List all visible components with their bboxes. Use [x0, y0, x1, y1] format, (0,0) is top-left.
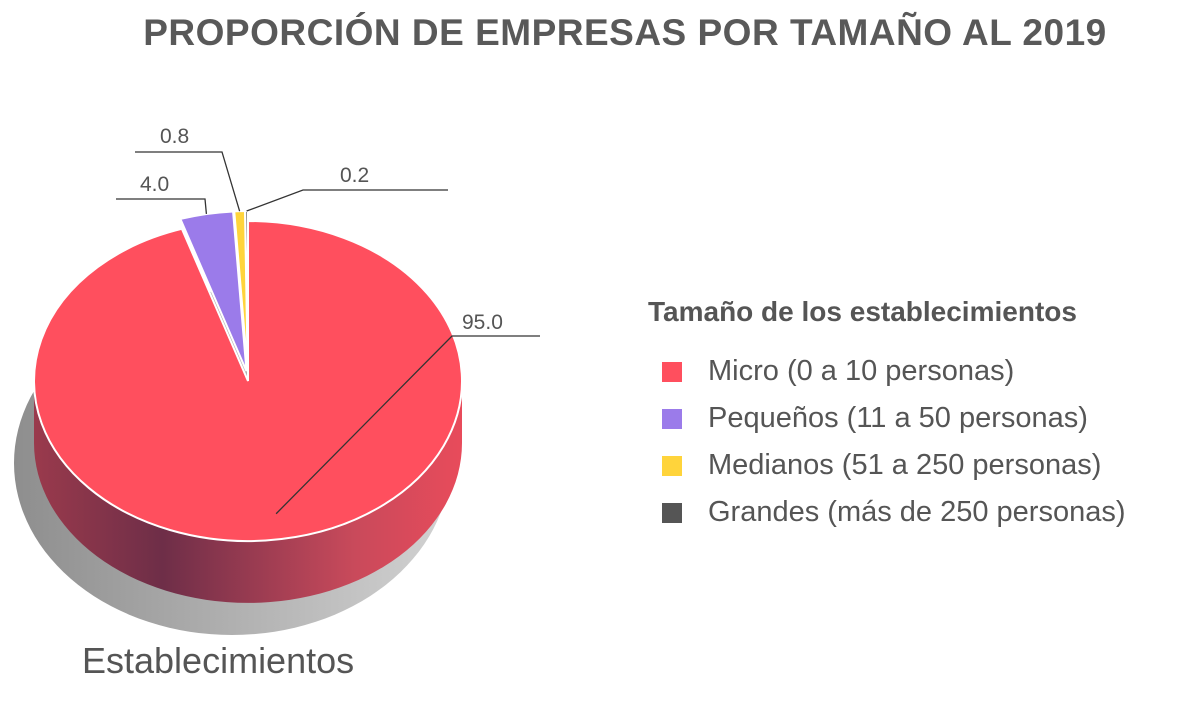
legend-label: Medianos (51 a 250 personas)	[708, 449, 1102, 481]
chart-title: PROPORCIÓN DE EMPRESAS POR TAMAÑO AL 201…	[143, 12, 1107, 53]
pie-side-wall	[34, 381, 462, 603]
pie-caption: Establecimientos	[82, 640, 355, 681]
leader-line-grandes	[246, 189, 448, 212]
leader-line-micro	[275, 335, 540, 515]
data-label-pequenos: 4.0	[140, 173, 169, 196]
leader-line-medianos	[135, 151, 241, 212]
legend-swatch	[662, 408, 682, 429]
leader-line-pequenos	[116, 198, 208, 215]
data-label-medianos: 0.8	[160, 125, 189, 148]
pie-slice-micro	[33, 219, 463, 542]
data-label-grandes: 0.2	[340, 164, 369, 187]
legend-title: Tamaño de los establecimientos	[648, 296, 1077, 327]
pie-slice-pequenos	[178, 210, 248, 372]
legend-item-micro: Micro (0 a 10 personas)	[648, 348, 1126, 395]
pie-labels: 95.0 4.0 0.8 0.2	[116, 125, 540, 515]
legend-label: Micro (0 a 10 personas)	[708, 355, 1015, 387]
legend-item-grandes: Grandes (más de 250 personas)	[648, 489, 1126, 536]
legend-label: Pequeños (11 a 50 personas)	[708, 402, 1088, 434]
legend-item-medianos: Medianos (51 a 250 personas)	[648, 442, 1126, 489]
legend-label: Grandes (más de 250 personas)	[708, 496, 1126, 528]
legend-item-pequenos: Pequeños (11 a 50 personas)	[648, 395, 1126, 442]
legend-swatch	[662, 455, 682, 476]
pie-top	[33, 210, 463, 542]
legend-swatch	[662, 361, 682, 382]
legend-swatch	[662, 502, 682, 523]
legend-items: Micro (0 a 10 personas) Pequeños (11 a 50…	[648, 348, 1126, 536]
legend: Tamaño de los establecimientos Micro (0 …	[648, 296, 1126, 536]
data-label-micro: 95.0	[462, 311, 503, 334]
